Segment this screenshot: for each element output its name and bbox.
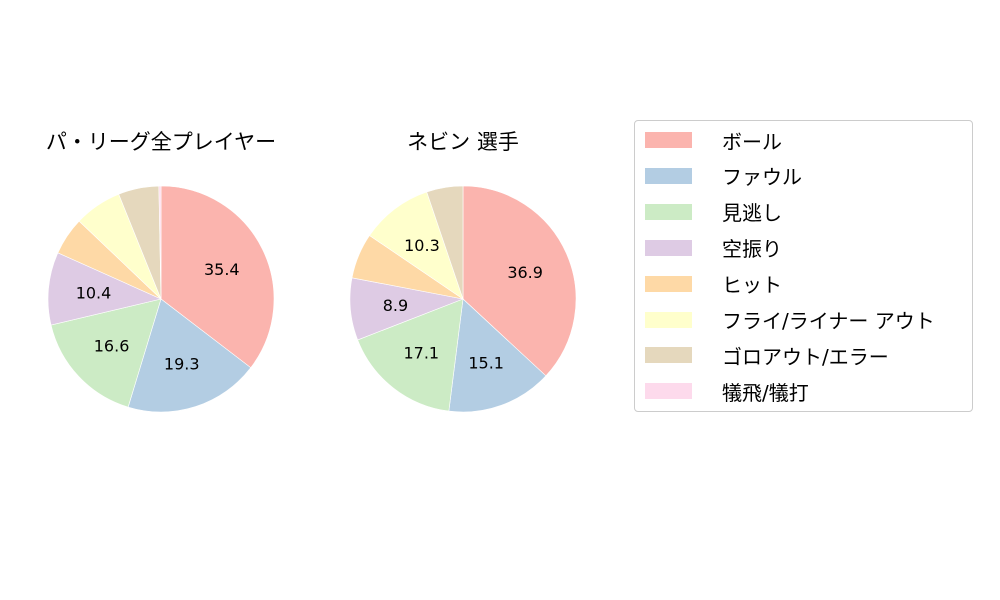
pie-slice (448, 298, 547, 413)
legend-label: フライ/ライナー アウト (722, 309, 935, 333)
pie-slice (462, 185, 577, 377)
legend-label: 見逃し (722, 201, 782, 226)
pie-slice (127, 298, 252, 413)
legend-label: ファウル (722, 165, 802, 190)
legend-label: ボール (722, 129, 782, 154)
legend-swatch (645, 383, 692, 400)
slice-label: 10.4 (76, 284, 112, 303)
legend-item: ファウル (645, 164, 802, 190)
left-pie-chart: 35.4 19.3 16.6 10.4 (47, 185, 275, 413)
legend-item: 空振り (645, 236, 782, 262)
legend-item: 見逃し (645, 200, 782, 226)
pie-slice (50, 298, 162, 408)
left-chart-title: パ・リーグ全プレイヤー (45, 130, 277, 154)
slice-label: 36.9 (507, 263, 543, 282)
legend-item: ヒット (645, 272, 782, 298)
legend-item: 犠飛/犠打 (645, 379, 809, 405)
pie-slice (426, 185, 464, 300)
slice-label: 15.1 (468, 354, 504, 373)
slice-label: 19.3 (164, 355, 200, 374)
slice-label: 17.1 (403, 343, 439, 362)
legend-item: ゴロアウト/エラー (645, 343, 889, 369)
pie-slice (357, 298, 464, 412)
slice-label: 10.3 (404, 236, 440, 255)
slice-label: 35.4 (204, 260, 240, 279)
legend-swatch (645, 167, 692, 184)
legend-item: ボール (645, 128, 782, 154)
slice-label: 16.6 (94, 336, 130, 355)
right-pie-chart: 36.9 15.1 17.1 8.9 10.3 (349, 185, 577, 413)
slice-label: 8.9 (383, 296, 408, 315)
legend-swatch (645, 311, 692, 328)
legend-label: 犠飛/犠打 (722, 380, 809, 405)
pie-slice (47, 252, 162, 326)
pie-slice (160, 185, 275, 369)
pie-slice (369, 191, 464, 300)
legend-label: ゴロアウト/エラー (722, 344, 889, 369)
legend-label: ヒット (722, 273, 782, 298)
legend-swatch (645, 275, 692, 292)
legend-swatch (645, 203, 692, 220)
pie-slice (158, 185, 162, 300)
legend-swatch (645, 239, 692, 256)
legend: ボールファウル見逃し空振りヒットフライ/ライナー アウト ゴロアウト/エラー 犠飛/… (634, 120, 973, 412)
legend-label: 空振り (722, 237, 782, 262)
right-chart-title: ネビン 選手 (407, 130, 519, 154)
legend-swatch (645, 347, 692, 364)
legend-swatch (645, 132, 692, 148)
legend-item: フライ/ライナー アウト (645, 308, 935, 333)
